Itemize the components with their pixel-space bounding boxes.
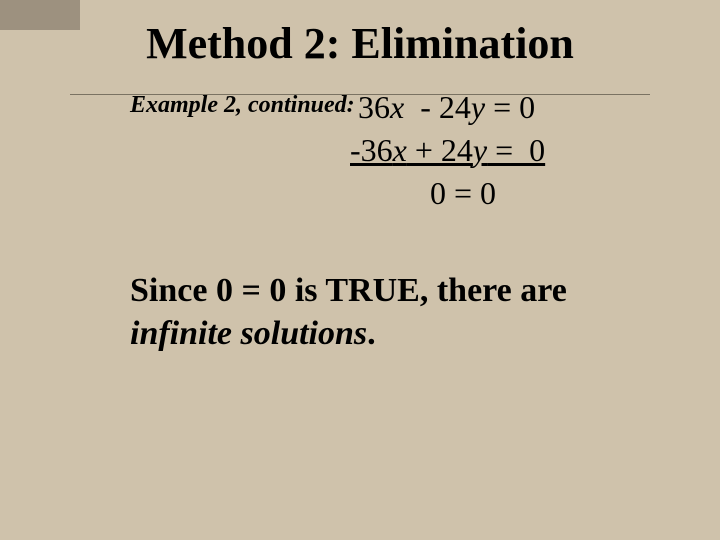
slide-title: Method 2: Elimination	[0, 18, 720, 69]
conclusion-italic: infinite solutions	[130, 315, 367, 352]
example-subhead: Example 2, continued:	[130, 92, 355, 119]
equation-line-3: 0 = 0	[350, 172, 650, 215]
equation-line-1: 36x - 24y = 0	[350, 86, 650, 129]
equation-block: 36x - 24y = 0 -36x + 24y = 0 0 = 0	[350, 86, 650, 216]
equation-line-2: -36x + 24y = 0	[350, 129, 650, 172]
conclusion-text: Since 0 = 0 is TRUE, there are infinite …	[130, 270, 650, 355]
conclusion-part1: Since 0 = 0 is TRUE, there are	[130, 272, 567, 309]
conclusion-tail: .	[367, 315, 376, 352]
